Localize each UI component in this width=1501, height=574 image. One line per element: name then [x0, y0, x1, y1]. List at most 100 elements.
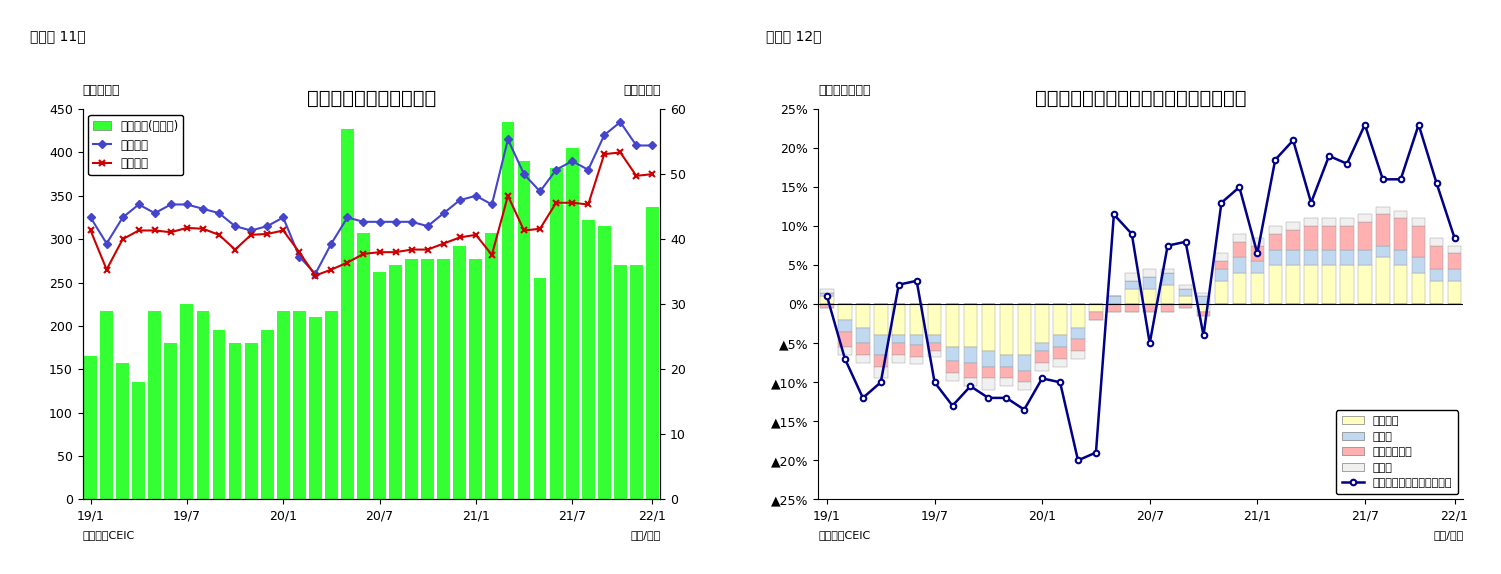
Bar [874, 367, 887, 378]
Bar [1036, 363, 1049, 371]
Bar [874, 335, 887, 355]
Bar [1214, 269, 1228, 281]
Bar [1430, 269, 1444, 281]
Bar [1214, 281, 1228, 304]
Bar [1268, 234, 1282, 250]
Bar [1126, 289, 1139, 304]
Bar [1412, 218, 1426, 226]
Bar [1214, 261, 1228, 269]
Bar [1376, 215, 1390, 246]
Bar [1268, 265, 1282, 304]
Bar [276, 311, 290, 499]
Bar [1054, 304, 1067, 335]
Bar [946, 373, 959, 381]
Bar [1178, 304, 1192, 308]
Text: （図表 11）: （図表 11） [30, 29, 86, 43]
Bar [1412, 273, 1426, 304]
Bar [1394, 218, 1408, 250]
Bar [1072, 339, 1085, 351]
Bar [982, 351, 995, 367]
Bar [1430, 238, 1444, 246]
Bar [1018, 371, 1031, 382]
Bar [964, 378, 977, 386]
Bar [1000, 378, 1013, 386]
Bar [892, 343, 905, 355]
Bar [1340, 218, 1354, 226]
Bar [1358, 250, 1372, 265]
Bar [856, 355, 869, 363]
Title: シンガポール　輸出の伸び率（品目別）: シンガポール 輸出の伸び率（品目別） [1036, 88, 1246, 107]
Bar [1072, 304, 1085, 328]
Bar [309, 317, 321, 499]
Bar [946, 304, 959, 347]
Bar [1054, 347, 1067, 359]
Bar [261, 330, 273, 499]
Text: （資料）CEIC: （資料）CEIC [818, 530, 871, 540]
Bar [838, 332, 851, 347]
Bar [597, 226, 611, 499]
Bar [534, 278, 546, 499]
Bar [820, 296, 833, 304]
Bar [1340, 265, 1354, 304]
Bar [1286, 230, 1300, 250]
Bar [1286, 222, 1300, 230]
Bar [1054, 359, 1067, 367]
Bar [1250, 261, 1264, 273]
Bar [1178, 285, 1192, 289]
Title: シンガポール　貳易収支: シンガポール 貳易収支 [306, 88, 437, 107]
Bar [1448, 281, 1462, 304]
Bar [614, 265, 627, 499]
Bar [928, 351, 941, 357]
Bar [856, 328, 869, 343]
Bar [1196, 304, 1210, 312]
Bar [1072, 328, 1085, 339]
Bar [165, 343, 177, 499]
Bar [910, 345, 923, 356]
Bar [1376, 207, 1390, 215]
Bar [874, 355, 887, 367]
Bar [838, 347, 851, 355]
Bar [1286, 250, 1300, 265]
Bar [1340, 250, 1354, 265]
Bar [910, 335, 923, 345]
Bar [437, 259, 450, 499]
Bar [422, 259, 434, 499]
Bar [1358, 265, 1372, 304]
Bar [892, 335, 905, 343]
Bar [645, 207, 659, 499]
Bar [101, 311, 113, 499]
Bar [374, 272, 386, 499]
Bar [1232, 257, 1246, 273]
Bar [1304, 226, 1318, 250]
Bar [1018, 304, 1031, 355]
Text: （資料）CEIC: （資料）CEIC [83, 530, 135, 540]
Bar [1430, 281, 1444, 304]
Bar [1000, 355, 1013, 367]
Bar [1036, 351, 1049, 363]
Bar [1108, 304, 1121, 312]
Bar [1340, 226, 1354, 250]
Text: （前年同期比）: （前年同期比） [818, 84, 871, 98]
Bar [1394, 250, 1408, 265]
Bar [1196, 293, 1210, 296]
Bar [982, 367, 995, 378]
Bar [1036, 304, 1049, 343]
Bar [1376, 257, 1390, 304]
Bar [1322, 218, 1336, 226]
Bar [1448, 254, 1462, 269]
Bar [1412, 226, 1426, 257]
Bar [1018, 355, 1031, 371]
Bar [982, 304, 995, 351]
Bar [228, 343, 242, 499]
Bar [1000, 304, 1013, 355]
Bar [341, 129, 354, 499]
Bar [453, 246, 467, 499]
Bar [1394, 211, 1408, 218]
Bar [1250, 238, 1264, 246]
Bar [566, 148, 578, 499]
Bar [1142, 304, 1156, 312]
Bar [1448, 269, 1462, 281]
Bar [1250, 246, 1264, 261]
Bar [856, 304, 869, 328]
Bar [1196, 312, 1210, 316]
